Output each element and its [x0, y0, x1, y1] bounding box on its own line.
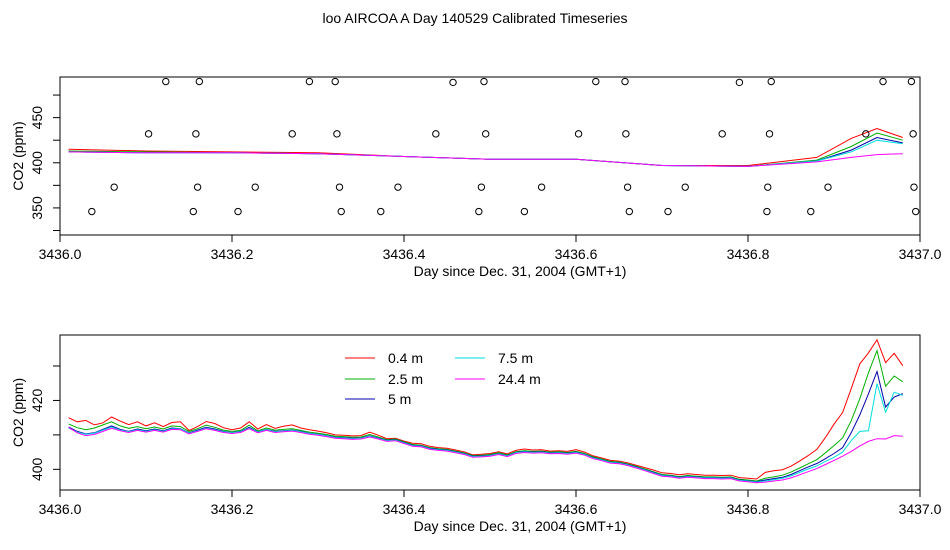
y-tick-label: 400	[29, 151, 45, 175]
data-point	[162, 77, 170, 86]
data-point	[735, 78, 744, 87]
data-point	[333, 130, 341, 138]
series-line-4	[68, 151, 903, 167]
data-point	[288, 130, 296, 138]
data-point	[718, 130, 726, 138]
data-point	[764, 183, 772, 191]
data-point	[520, 207, 529, 216]
panel-2: 3436.0 3436.2 3436.4 3436.6 3436.8 3437.0 Day …	[10, 334, 942, 534]
data-point	[189, 207, 198, 216]
x-tick-label: 3436.6	[555, 501, 598, 517]
x-tick-label: 3436.2	[211, 246, 254, 262]
y-tick-label: 420	[29, 389, 45, 413]
legend-label: 0.4 m	[388, 350, 423, 366]
series-line-1	[68, 132, 903, 167]
legend-label: 7.5 m	[498, 350, 533, 366]
legend-label: 24.4 m	[498, 371, 541, 387]
plot-frame	[59, 76, 921, 236]
data-point	[477, 183, 486, 191]
plot-area	[68, 77, 920, 216]
x-tick-label: 3436.0	[39, 501, 82, 517]
data-point	[449, 78, 457, 87]
data-point	[337, 207, 345, 216]
x-tick-label: 3436.2	[211, 501, 254, 517]
data-point	[912, 207, 920, 216]
data-point	[909, 130, 917, 138]
data-point	[475, 207, 483, 216]
data-point	[331, 77, 339, 86]
series-line-5-m	[68, 369, 903, 483]
x-axis-label: Day since Dec. 31, 2004 (GMT+1)	[414, 518, 627, 534]
legend: 0.4 m 2.5 m 5 m 7.5 m 24.4 m	[345, 350, 541, 407]
data-point	[763, 207, 771, 216]
y-axis-label: CO2 (ppm)	[10, 378, 26, 447]
x-tick-label: 3436.8	[727, 501, 770, 517]
data-point	[621, 77, 629, 86]
series-line-24-4-m	[68, 426, 903, 484]
data-point	[879, 77, 887, 86]
data-point	[910, 183, 918, 191]
y-tick-label: 450	[29, 106, 45, 130]
data-point	[144, 130, 153, 138]
data-point	[824, 183, 832, 191]
data-point	[574, 130, 583, 138]
chart-title: loo AIRCOA A Day 140529 Calibrated Times…	[322, 10, 628, 26]
data-point	[767, 77, 775, 86]
data-point	[622, 130, 630, 138]
plot-area	[68, 338, 904, 484]
data-point	[681, 183, 689, 191]
data-point	[251, 183, 259, 191]
y-axis-label: CO2 (ppm)	[10, 121, 26, 190]
x-tick-label: 3436.4	[383, 501, 426, 517]
data-point	[537, 183, 546, 191]
data-point	[192, 130, 200, 138]
series-line-0-4-m	[68, 338, 904, 480]
data-point	[193, 183, 202, 191]
data-point	[625, 207, 634, 216]
series-line-0	[68, 127, 903, 166]
data-point	[480, 77, 488, 86]
x-tick-label: 3437.0	[899, 246, 942, 262]
x-tick-label: 3437.0	[899, 501, 942, 517]
data-point	[234, 207, 242, 216]
series-line-7-5-m	[68, 383, 903, 483]
legend-label: 5 m	[388, 391, 411, 407]
data-point	[377, 207, 385, 216]
data-point	[862, 130, 870, 138]
data-point	[623, 183, 632, 191]
data-point	[907, 77, 916, 86]
data-point	[110, 183, 118, 191]
x-tick-label: 3436.0	[39, 246, 82, 262]
data-point	[195, 77, 204, 86]
data-point	[305, 77, 314, 86]
data-point	[88, 207, 96, 216]
y-tick-label: 400	[29, 457, 45, 481]
plot-frame	[59, 334, 921, 491]
data-point	[482, 130, 490, 138]
x-tick-label: 3436.8	[727, 246, 770, 262]
x-tick-label: 3436.4	[383, 246, 426, 262]
data-point	[664, 207, 672, 216]
data-point	[807, 207, 815, 216]
data-point	[765, 130, 774, 138]
series-line-2-5-m	[68, 348, 904, 482]
x-axis-label: Day since Dec. 31, 2004 (GMT+1)	[414, 263, 627, 279]
data-point	[394, 183, 402, 191]
data-point	[335, 183, 344, 191]
y-tick-label: 350	[29, 196, 45, 220]
data-point	[432, 130, 440, 138]
x-tick-label: 3436.6	[555, 246, 598, 262]
panel-1: 3436.0 3436.2 3436.4 3436.6 3436.8 3437.0 Day …	[10, 76, 942, 279]
data-point	[592, 77, 600, 86]
legend-label: 2.5 m	[388, 371, 423, 387]
